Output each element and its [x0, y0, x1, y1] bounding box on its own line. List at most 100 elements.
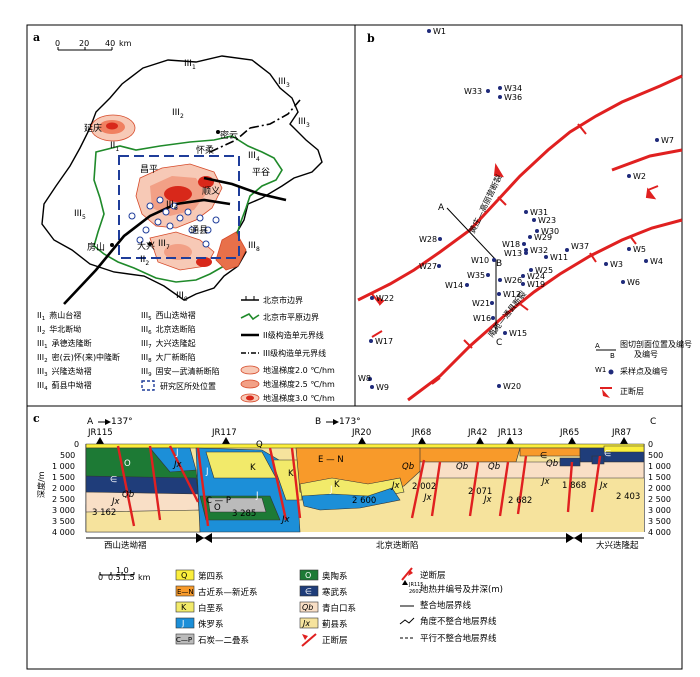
lbl-k2: K: [288, 469, 294, 479]
place-huairou: 怀柔: [196, 144, 214, 156]
lbl-j2: J: [205, 467, 209, 477]
svg-text:平行不整合地层界线: 平行不整合地层界线: [420, 633, 497, 644]
svg-text:W10: W10: [471, 256, 489, 265]
svg-text:0: 0: [74, 440, 79, 449]
lbl-qb1: Qb: [122, 490, 134, 500]
svg-text:JR117: JR117: [211, 428, 237, 438]
region-iii9: III9: [176, 291, 188, 303]
lbl-qb2: Qb: [402, 462, 414, 472]
svg-text:第四系: 第四系: [198, 571, 224, 582]
svg-text:2 002: 2 002: [412, 482, 436, 492]
svg-text:W33: W33: [464, 87, 482, 96]
svg-text:W11: W11: [550, 253, 568, 262]
fault-branch: [611, 148, 683, 172]
study-wells: [128, 196, 220, 248]
region-iii7: III7: [158, 239, 170, 251]
scale-a-tick-2: 40: [105, 39, 115, 48]
svg-text:W35: W35: [467, 271, 485, 280]
svg-text:W30: W30: [541, 227, 559, 236]
svg-text:1 000: 1 000: [52, 462, 75, 471]
lbl-cp: C — P: [206, 496, 231, 506]
region-iii3b: III3: [298, 117, 310, 129]
svg-text:W15: W15: [509, 329, 527, 338]
svg-text:1 500: 1 500: [52, 473, 75, 482]
well-w27: W27: [419, 262, 441, 271]
y-axis-label: 深度/m: [36, 471, 46, 498]
end-a-az: 137°: [111, 417, 133, 427]
svg-text:2602: 2602: [409, 589, 422, 595]
region-iii1: III1: [184, 59, 196, 71]
svg-text:W37: W37: [571, 242, 589, 251]
well-depths: 3 162 3 285 2 600 2 002 2 071 2 682 1 86…: [92, 481, 640, 519]
legend-a-study-area: 研究区所处位置: [160, 381, 216, 391]
panel-a: a 0 20 40 km: [33, 31, 335, 403]
well-w5: W5: [627, 245, 646, 254]
place-yanqing: 延庆: [84, 122, 102, 134]
place-miyun: 密云: [220, 129, 238, 141]
svg-text:500: 500: [648, 451, 663, 460]
well-w1: W1: [427, 27, 446, 36]
place-tongxian: 通县: [190, 225, 208, 236]
well-w11: W11: [544, 253, 568, 262]
well-w29: W29: [528, 233, 552, 242]
svg-text:W5: W5: [633, 245, 646, 254]
lbl-q: Q: [256, 440, 263, 450]
well-w8: W8: [358, 374, 372, 383]
well-w3: W3: [604, 260, 623, 269]
panel-b: b A B C 黄庄—高丽营断裂 南苑—通县断裂 W1 W2 W3: [357, 27, 692, 402]
tectonic-line-ii-1: [63, 198, 231, 305]
svg-text:正断层: 正断层: [322, 635, 348, 646]
svg-text:JR68: JR68: [411, 428, 431, 438]
well-markers: [96, 437, 628, 444]
svg-text:3 285: 3 285: [232, 509, 256, 519]
lbl-e1: ∈: [110, 475, 117, 485]
svg-text:W26: W26: [504, 276, 522, 285]
legend-b-sample: 采样点及编号: [620, 366, 668, 376]
section-ends: A 137° B 173° C: [87, 417, 656, 427]
lbl-jx1: Jx: [172, 460, 183, 470]
region-iii6: III6: [166, 200, 178, 212]
svg-text:JR115: JR115: [408, 582, 424, 588]
zone-bar: 西山迭坳褶 北京迭断陷 大兴迭隆起: [86, 533, 644, 551]
svg-text:K: K: [181, 603, 187, 612]
unit-normal-fault: 正断层: [301, 633, 348, 647]
end-b-az: 173°: [339, 417, 361, 427]
svg-text:JR20: JR20: [351, 428, 371, 438]
well-w31: W31: [524, 208, 548, 217]
lbl-jx5: Jx: [482, 495, 493, 505]
section-end-a: A: [438, 203, 445, 213]
panel-c: c A 137° B 173° C JR115 JR117 JR20 JR68 …: [33, 412, 671, 647]
unit-j: J 侏罗系: [175, 617, 224, 630]
end-a: A: [87, 417, 94, 427]
svg-text:JR87: JR87: [611, 428, 631, 438]
svg-text:J: J: [181, 619, 184, 628]
svg-text:2 071: 2 071: [468, 487, 492, 497]
place-changping: 昌平: [140, 164, 158, 175]
svg-text:W1: W1: [433, 27, 446, 36]
svg-text:W20: W20: [503, 382, 521, 391]
end-b: B: [315, 417, 321, 427]
panel-c-label: c: [33, 412, 40, 425]
svg-text:青白口系: 青白口系: [322, 603, 356, 614]
svg-text:W25: W25: [535, 266, 553, 275]
lbl-j1: J: [175, 448, 179, 458]
svg-text:Jx: Jx: [301, 619, 310, 628]
unit-jx: Jx 蓟县系: [299, 617, 348, 630]
svg-text:3 162: 3 162: [92, 508, 116, 518]
section-end-c: C: [496, 338, 502, 348]
svg-text:W3: W3: [610, 260, 623, 269]
lbl-jx2: Jx: [280, 515, 291, 525]
tectonic-line-ii-2: [203, 176, 287, 202]
cross-section: [85, 443, 645, 533]
end-c: C: [650, 417, 656, 427]
fault-label-1: 黄庄—高丽营断裂: [467, 173, 504, 235]
